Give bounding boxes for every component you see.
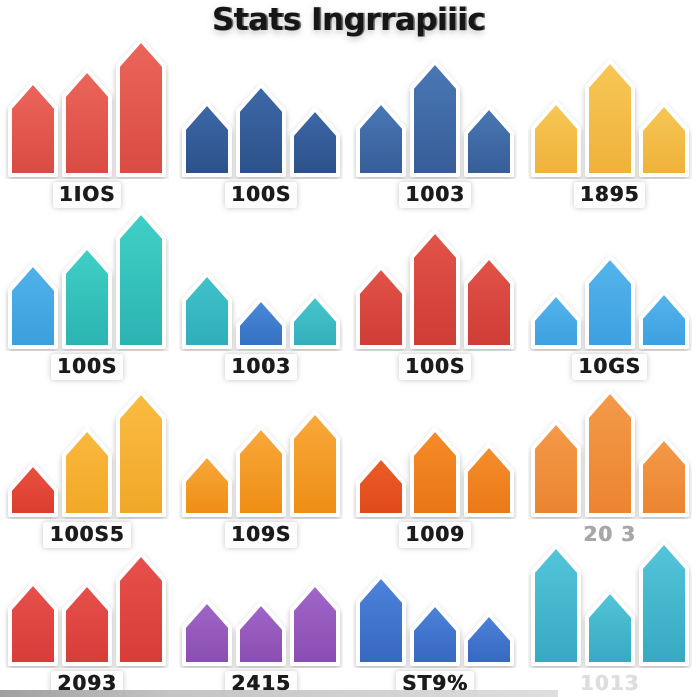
chart-grid: 1IOS 100S 1003 1895 100S 1003 100S 10GS … <box>0 38 697 697</box>
chart-label: 1IOS <box>52 182 122 208</box>
chart-tile-red-ascending: 1IOS <box>0 38 174 208</box>
bar-chart-icon <box>528 55 692 179</box>
bar-chart-icon <box>5 386 169 519</box>
chart-label: 1895 <box>573 182 646 208</box>
bar-chart-icon <box>179 79 343 179</box>
chart-tile-orange-peak-faint-label: 20 3 <box>522 380 697 548</box>
bar-chart-icon <box>5 548 169 668</box>
chart-label: 100S <box>224 182 298 208</box>
bar-chart-icon <box>5 34 169 179</box>
chart-tile-yellow-peak: 1895 <box>522 40 697 208</box>
chart-tile-purple-tall-right: 2415 <box>174 548 348 697</box>
chart-label: 1009 <box>399 522 471 548</box>
chart-label: 100S <box>398 354 472 380</box>
chart-label: 1013 <box>579 671 640 695</box>
bar-chart-icon <box>179 268 343 351</box>
chart-tile-orange-ascending: 109S <box>174 380 348 548</box>
chart-tile-red-tall-right: 2093 <box>0 548 174 697</box>
bar-chart-icon <box>5 206 169 351</box>
chart-tile-blue-peak: 1003 <box>348 40 522 208</box>
chart-label: 1003 <box>225 354 297 380</box>
bottom-artifact-strip <box>0 690 558 697</box>
bar-chart-icon <box>528 536 692 668</box>
chart-label: 1003 <box>399 182 471 208</box>
chart-label: 10GS <box>572 354 647 380</box>
chart-tile-red-peak: 100S <box>348 208 522 380</box>
chart-tile-red-orange-ascending: 100S5 <box>0 380 174 548</box>
bar-chart-icon <box>179 406 343 519</box>
chart-tile-lightblue-peak: 10GS <box>522 208 697 380</box>
bar-chart-icon <box>528 385 692 519</box>
chart-label: 109S <box>224 522 298 548</box>
chart-label: 20 3 <box>583 522 636 546</box>
bar-chart-icon <box>353 570 517 668</box>
chart-tile-teal-valley-faint-label: 1013 <box>522 540 697 697</box>
bar-chart-icon <box>528 251 692 351</box>
bar-chart-icon <box>179 578 343 668</box>
bar-chart-icon <box>353 423 517 519</box>
bar-chart-icon <box>353 225 517 351</box>
chart-tile-teal-blue-mixed: 1003 <box>174 208 348 380</box>
chart-tile-orange-peak: 1009 <box>348 380 522 548</box>
chart-label: 100S5 <box>43 522 131 548</box>
chart-label: 100S <box>50 354 124 380</box>
infographic-title: Stats Ingrrapiiic <box>211 2 486 38</box>
chart-tile-darkblue-peak: 100S <box>174 40 348 208</box>
chart-tile-blue-descending: ST9% <box>348 548 522 697</box>
chart-tile-teal-ascending: 100S <box>0 208 174 380</box>
bar-chart-icon <box>353 56 517 179</box>
